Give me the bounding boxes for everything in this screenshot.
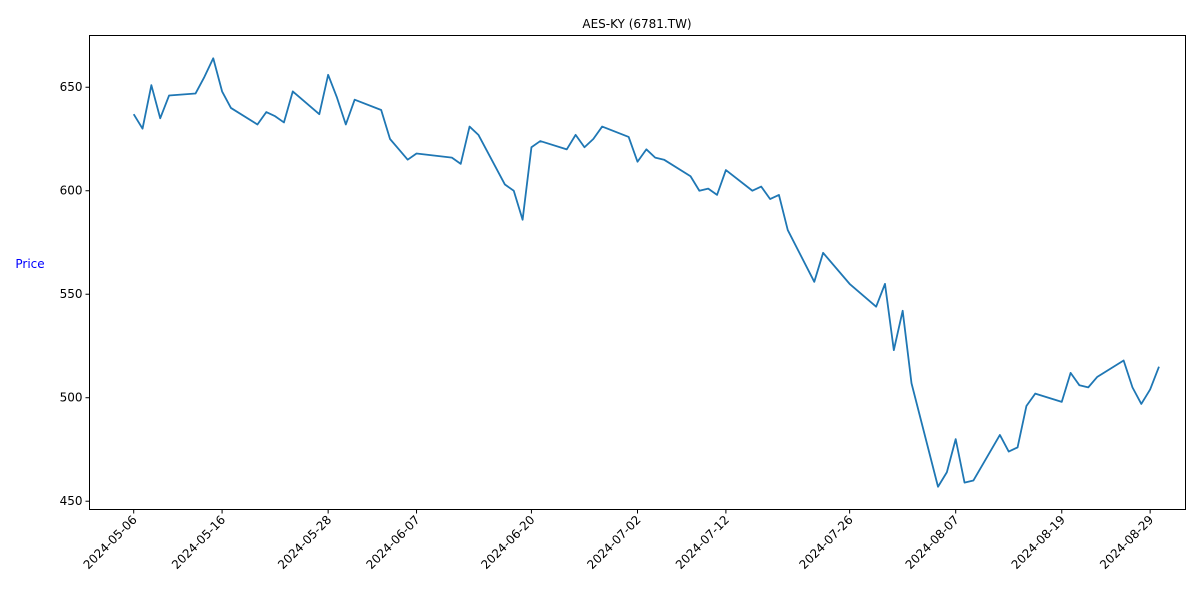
x-tick-label: 2024-05-06 xyxy=(81,513,140,572)
y-axis-label: Price xyxy=(15,257,44,271)
y-tick-label: 650 xyxy=(60,80,83,94)
x-tick-label: 2024-07-12 xyxy=(673,513,732,572)
x-tick-label: 2024-08-29 xyxy=(1097,513,1156,572)
y-tick-label: 550 xyxy=(60,287,83,301)
x-tick-label: 2024-05-16 xyxy=(169,513,228,572)
x-tick-label: 2024-06-07 xyxy=(363,513,422,572)
y-tick-label: 500 xyxy=(60,391,83,405)
x-tick-label: 2024-06-20 xyxy=(478,513,537,572)
x-tick-label: 2024-08-07 xyxy=(903,513,962,572)
x-axis: 2024-05-06 2024-05-16 2024-05-28 2024-06-07… xyxy=(81,509,1156,572)
chart-title: AES-KY (6781.TW) xyxy=(582,17,691,31)
y-axis: 450 500 550 600 650 xyxy=(60,80,90,508)
x-tick-label: 2024-07-02 xyxy=(584,513,643,572)
x-tick-label: 2024-08-19 xyxy=(1009,513,1068,572)
price-line xyxy=(132,57,1160,488)
x-tick-label: 2024-05-28 xyxy=(275,513,334,572)
x-tick-label: 2024-07-26 xyxy=(797,513,856,572)
y-tick-label: 600 xyxy=(60,184,83,198)
y-tick-label: 450 xyxy=(60,494,83,508)
plot-area xyxy=(89,35,1186,510)
